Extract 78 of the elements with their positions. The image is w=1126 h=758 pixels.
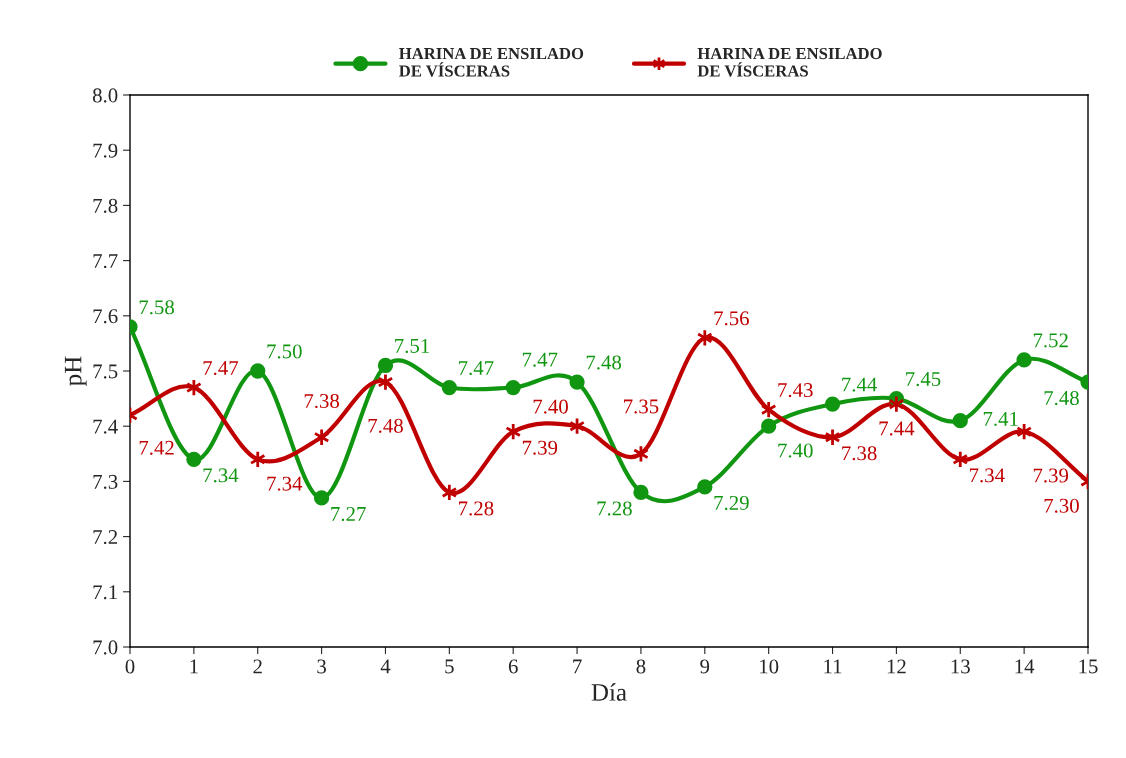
data-label: 7.45 [906,372,941,387]
point [696,328,713,347]
x-axis-title: Día [591,683,627,701]
data-label: 7.44 [879,421,915,436]
point [697,479,713,495]
y-tick-label: 8.0 [92,88,118,103]
data-label: 7.39 [1033,468,1069,483]
point [569,374,585,390]
x-tick-label: 11 [824,659,842,674]
data-label: 7.28 [597,501,632,516]
point [952,413,968,429]
y-tick-label: 7.9 [93,143,118,158]
data-label: 7.35 [624,399,659,414]
data-label: 7.34 [969,468,1005,483]
x-tick-label: 2 [253,659,262,674]
x-tick-label: 13 [951,659,970,674]
data-label: 7.34 [203,468,239,483]
point [377,357,394,374]
data-label: 7.44 [842,377,877,392]
y-tick-label: 7.7 [93,254,118,269]
data-label: 7.50 [267,344,302,359]
data-label: 7.40 [533,399,568,414]
x-tick-label: 14 [1015,659,1035,674]
data-label: 7.29 [714,495,749,511]
data-label: 7.43 [778,383,813,398]
x-tick-label: 4 [380,659,391,674]
y-tick-label: 7.3 [93,474,118,489]
y-axis-title: pH [64,356,87,386]
data-label: 7.48 [368,418,403,433]
point [313,490,330,506]
x-tick-label: 15 [1079,659,1098,674]
data-label: 7.27 [331,506,366,522]
data-label: 7.38 [304,393,340,409]
legend-label: HARINA DE ENSILADO DE VÍSCERAS [399,47,584,77]
point [505,379,521,396]
y-tick-label: 7.2 [93,530,118,545]
point [441,379,457,396]
data-label: 7.41 [983,411,1018,426]
data-label: 7.40 [778,443,813,458]
point [186,451,202,467]
y-tick-label: 7.6 [93,309,118,324]
x-tick-label: 5 [445,659,454,674]
data-label: 7.38 [842,446,877,461]
x-tick-label: 7 [573,659,582,674]
data-label: 7.51 [395,338,430,354]
data-label: 7.47 [459,361,494,376]
data-label: 7.34 [267,476,303,491]
point [633,484,649,501]
data-label: 7.48 [1044,390,1079,406]
y-tick-label: 7.1 [93,585,117,600]
point [888,395,905,414]
x-tick-label: 8 [636,659,646,674]
x-tick-label: 12 [887,659,906,674]
x-tick-label: 6 [508,659,518,674]
y-tick-label: 7.8 [93,198,118,213]
point [250,363,266,379]
point [1016,352,1032,368]
y-tick-label: 7.0 [93,640,118,655]
x-tick-label: 9 [700,659,710,674]
data-label: 7.30 [1044,498,1079,513]
x-tick-label: 0 [125,659,135,674]
data-label: 7.48 [586,355,622,370]
point [761,418,777,434]
data-label: 7.52 [1033,333,1068,348]
point [824,396,841,412]
x-tick-label: 3 [317,659,326,674]
data-label: 7.42 [139,440,174,455]
data-label: 7.47 [203,361,239,376]
y-tick-label: 7.4 [93,419,118,434]
legend-label: HARINA DE ENSILADO DE VÍSCERAS [697,47,882,77]
y-tick-label: 7.5 [93,364,118,379]
data-label: 7.47 [522,352,558,367]
data-label: 7.39 [522,440,558,455]
x-tick-label: 10 [760,659,779,674]
data-label: 7.58 [139,300,174,315]
x-tick-label: 1 [190,659,198,674]
data-label: 7.28 [459,501,494,516]
data-label: 7.56 [714,311,749,326]
